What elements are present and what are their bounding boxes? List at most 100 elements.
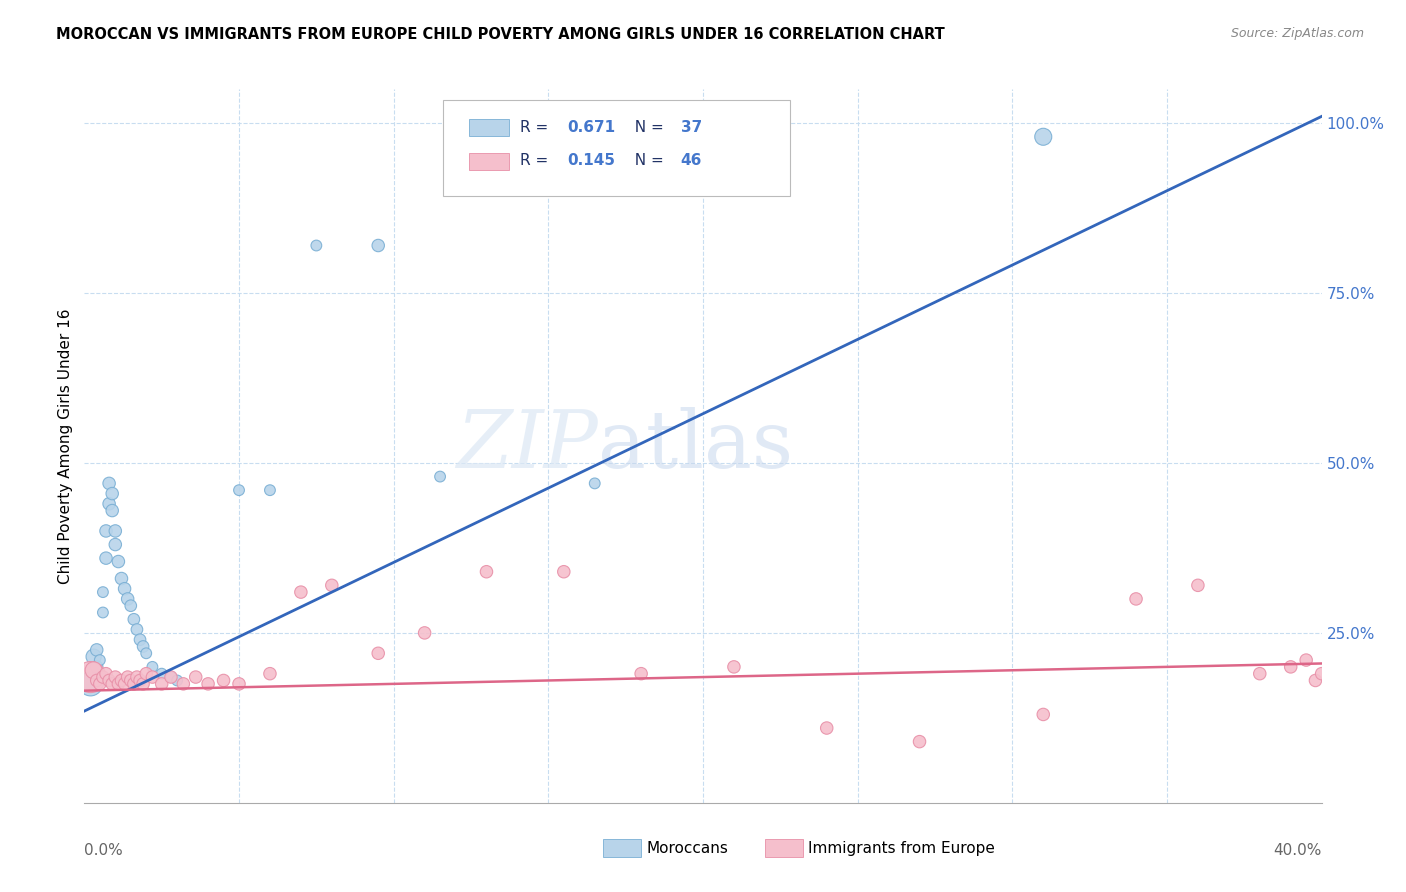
Point — [107, 555, 129, 569]
Point — [101, 486, 124, 500]
Point — [259, 483, 281, 498]
Point — [583, 476, 606, 491]
Point — [475, 565, 498, 579]
Point — [107, 677, 129, 691]
Point — [86, 673, 108, 688]
Point — [429, 469, 451, 483]
Point — [104, 537, 127, 551]
Point — [135, 646, 157, 660]
Text: Source: ZipAtlas.com: Source: ZipAtlas.com — [1230, 27, 1364, 40]
Text: R =: R = — [520, 120, 553, 135]
Point — [125, 670, 148, 684]
Point — [79, 670, 101, 684]
Point — [815, 721, 838, 735]
Point — [166, 673, 188, 688]
Point — [104, 524, 127, 538]
Point — [367, 238, 389, 252]
Point — [1032, 707, 1054, 722]
Point — [135, 666, 157, 681]
Point — [723, 660, 745, 674]
Point — [110, 572, 132, 586]
Point — [228, 677, 250, 691]
Point — [630, 666, 652, 681]
Point — [83, 649, 105, 664]
Point — [129, 632, 152, 647]
Text: 40.0%: 40.0% — [1274, 843, 1322, 858]
Point — [1295, 653, 1317, 667]
Point — [1310, 666, 1333, 681]
Point — [908, 734, 931, 748]
Point — [98, 497, 121, 511]
Point — [104, 670, 127, 684]
Point — [367, 646, 389, 660]
Point — [98, 673, 121, 688]
Point — [197, 677, 219, 691]
Text: 0.145: 0.145 — [567, 153, 614, 168]
Point — [305, 238, 328, 252]
Point — [91, 585, 114, 599]
Point — [101, 677, 124, 691]
Point — [89, 677, 111, 691]
Text: 37: 37 — [681, 120, 702, 135]
Point — [94, 524, 117, 538]
Point — [125, 623, 148, 637]
Point — [1187, 578, 1209, 592]
Point — [91, 670, 114, 684]
Text: 0.0%: 0.0% — [84, 843, 124, 858]
Point — [89, 653, 111, 667]
Text: ZIP: ZIP — [456, 408, 598, 484]
Point — [117, 591, 139, 606]
Point — [98, 476, 121, 491]
Point — [120, 599, 142, 613]
Point — [1249, 666, 1271, 681]
Point — [86, 643, 108, 657]
Point — [89, 670, 111, 684]
Point — [160, 670, 183, 684]
Point — [94, 666, 117, 681]
Point — [228, 483, 250, 498]
Point — [129, 673, 152, 688]
Text: 0.671: 0.671 — [567, 120, 614, 135]
Point — [141, 670, 163, 684]
Point — [122, 677, 145, 691]
Point — [83, 663, 105, 677]
Point — [184, 670, 207, 684]
Point — [172, 677, 194, 691]
Point — [321, 578, 343, 592]
Point — [259, 666, 281, 681]
Point — [1279, 660, 1302, 674]
Point — [1032, 129, 1054, 144]
Text: Moroccans: Moroccans — [647, 841, 728, 855]
Point — [122, 612, 145, 626]
Point — [86, 660, 108, 674]
Point — [114, 677, 136, 691]
Point — [117, 670, 139, 684]
Text: Immigrants from Europe: Immigrants from Europe — [808, 841, 995, 855]
Point — [114, 582, 136, 596]
FancyBboxPatch shape — [470, 153, 509, 169]
Point — [150, 666, 173, 681]
Text: 46: 46 — [681, 153, 702, 168]
Point — [110, 673, 132, 688]
Text: R =: R = — [520, 153, 553, 168]
Point — [553, 565, 575, 579]
Point — [141, 660, 163, 674]
Point — [212, 673, 235, 688]
Point — [150, 677, 173, 691]
Point — [91, 606, 114, 620]
Point — [101, 503, 124, 517]
Text: MOROCCAN VS IMMIGRANTS FROM EUROPE CHILD POVERTY AMONG GIRLS UNDER 16 CORRELATIO: MOROCCAN VS IMMIGRANTS FROM EUROPE CHILD… — [56, 27, 945, 42]
Point — [79, 677, 101, 691]
Point — [1305, 673, 1327, 688]
Text: atlas: atlas — [598, 407, 793, 485]
Point — [132, 640, 155, 654]
Point — [413, 626, 436, 640]
Point — [290, 585, 312, 599]
Point — [120, 673, 142, 688]
Text: N =: N = — [626, 153, 669, 168]
Point — [160, 670, 183, 684]
FancyBboxPatch shape — [470, 120, 509, 136]
Y-axis label: Child Poverty Among Girls Under 16: Child Poverty Among Girls Under 16 — [58, 309, 73, 583]
FancyBboxPatch shape — [443, 100, 790, 196]
Text: N =: N = — [626, 120, 669, 135]
